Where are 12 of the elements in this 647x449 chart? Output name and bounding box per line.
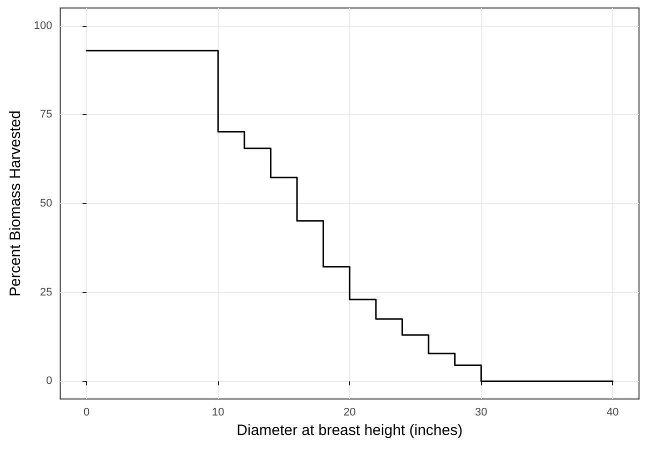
y-axis-title: Percent Biomass Harvested	[7, 110, 24, 296]
y-tick-label: 25	[40, 286, 52, 298]
y-tick-label: 50	[40, 198, 52, 210]
y-tick-label: 100	[34, 20, 52, 32]
y-tick-label: 75	[40, 108, 52, 121]
x-tick-label: 40	[606, 406, 619, 418]
y-tick-label: 0	[46, 375, 52, 388]
x-tick-label: 10	[212, 406, 224, 418]
x-axis-title: Diameter at breast height (inches)	[236, 422, 463, 439]
x-tick-label: 20	[344, 406, 356, 418]
x-tick-label: 30	[475, 406, 488, 418]
x-tick-label: 0	[83, 406, 90, 418]
